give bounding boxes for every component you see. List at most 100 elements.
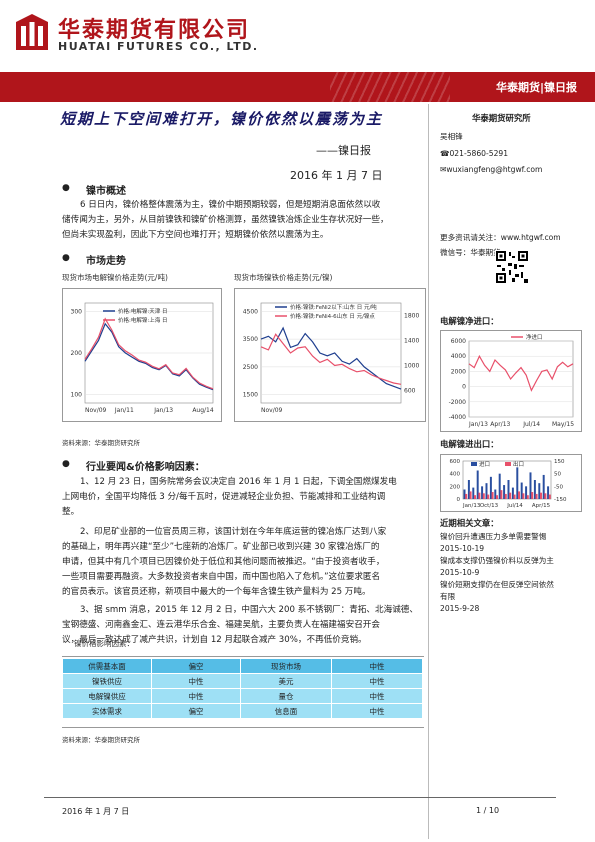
table-cell: 中性 — [331, 673, 423, 689]
plot-area — [260, 302, 402, 404]
qr-code-icon — [495, 250, 529, 284]
table-cell: 中性 — [331, 688, 423, 704]
bar-import — [463, 489, 466, 499]
bar-import — [520, 482, 523, 499]
x-tick-label: Jan/13 — [153, 407, 173, 414]
bar-export — [474, 495, 476, 499]
chart3-box: -4000 -2000 0 2000 4000 6000 Jan/13 Apr/13 Jul/1… — [440, 330, 582, 432]
bar-import — [489, 476, 492, 499]
related-article-link[interactable]: 镍价短期支撑仍在但反弹空间依然有限 — [440, 580, 554, 601]
chart2-svg: 1500 2500 3500 4500 600 1000 1400 1800 Nov/09 价格:… — [243, 302, 419, 414]
x-tick-label: May/15 — [552, 421, 574, 428]
related-articles-list: 镍价回升遭遇压力多单需要警惕 2015-10-19 镍成本支撑仍强镍价料以反弹为… — [440, 531, 560, 615]
y-right-tick-label: 1800 — [404, 313, 419, 320]
company-name-en: HUATAI FUTURES CO., LTD. — [58, 40, 259, 53]
related-articles-title: 近期相关文章： — [440, 518, 499, 528]
analyst-name: 吴相锋 — [440, 132, 463, 141]
paragraph-line: 的基础上，明年再兴建“至少”七座新的冶炼厂。矿业部已收到兴建 30 家镍冶炼厂的 — [62, 542, 380, 552]
bar-import — [529, 472, 532, 499]
section-overview-text: 6 日日内，镍价格整体震荡为主，镍价中期预期较弱，但是短期消息面依然以收 储传闻… — [62, 198, 389, 243]
table-bottom-rule — [62, 727, 424, 728]
related-article-link[interactable]: 镍成本支撑仍强镍价料以反弹为主 — [440, 556, 554, 565]
legend-label: 出口 — [513, 460, 524, 468]
bar-import — [542, 474, 545, 499]
table-row: 实体需求 偏空 信息面 中性 — [62, 703, 423, 719]
y-tick-label: 4000 — [451, 353, 466, 360]
bar-import — [547, 486, 550, 499]
table-cell: 量仓 — [240, 688, 332, 704]
legend-label: 价格:镍铁:FeNi4-6山东 日 元/镍点 — [290, 312, 375, 320]
related-article-link[interactable]: 镍价回升遭遇压力多单需要警惕 — [440, 532, 547, 541]
table-source: 资料来源：华泰期货研究所 — [62, 736, 140, 744]
bullet-icon: ● — [62, 253, 70, 263]
y-tick-label: 300 — [71, 308, 83, 315]
bar-import — [511, 487, 514, 499]
paragraph-line: 的官员表示。该官员还称，新项目中最大的一个每年含镍生铁产量料为 25 万吨。 — [62, 587, 371, 597]
news-paragraph-1: 1、12 月 23 日，国务院常务会议决定自 2016 年 1 月 1 日起，下… — [62, 475, 397, 520]
company-logo — [14, 12, 50, 52]
table-row: 镍铁供应 中性 美元 中性 — [62, 673, 423, 689]
bar-import — [472, 487, 475, 499]
website-link[interactable]: 更多资讯请关注：www.htgwf.com — [440, 233, 561, 242]
x-tick-label: Apr/15 — [532, 503, 551, 509]
y-tick-label: 2500 — [243, 364, 258, 371]
related-article-date: 2015-10-9 — [440, 568, 480, 577]
legend-swatch — [471, 462, 477, 466]
table-cell: 中性 — [151, 688, 241, 704]
x-tick-label: Jan/13 — [468, 421, 488, 428]
y-right-tick-label: 50 — [554, 472, 561, 478]
chart2-title: 现货市场镍铁价格走势(元/镍) — [234, 273, 333, 282]
paragraph-line: 但尚未实现盈利，因此下方空间也难打开；短期镍价依然以震荡为主。 — [62, 230, 329, 240]
paragraph-line: 议，最后一致达成了减产共识，计划自 12 月起联合减产 30%，不再低价竞销。 — [62, 635, 367, 645]
bar-import — [533, 480, 536, 499]
plot-area — [468, 340, 574, 418]
bar-export — [496, 495, 498, 499]
plot-area — [462, 460, 552, 500]
footer-rule — [44, 797, 556, 798]
report-title: 短期上下空间难打开，镍价依然以震荡为主 — [60, 110, 384, 128]
y-tick-label: 0 — [457, 497, 461, 503]
wechat-id: 微信号：华泰期货 — [440, 248, 501, 257]
bar-export — [478, 492, 481, 499]
section-overview-heading: 镍市概述 — [86, 186, 126, 197]
bar-export — [482, 493, 485, 499]
report-date: 2016 年 1 月 7 日 — [290, 169, 383, 182]
table-cell: 偏空 — [151, 703, 241, 719]
chart2-box: 1500 2500 3500 4500 600 1000 1400 1800 Nov/09 价格:… — [234, 288, 426, 422]
bar-import — [498, 473, 501, 499]
related-article-date: 2015-10-19 — [440, 544, 485, 553]
y-tick-label: 0 — [462, 384, 466, 391]
table-row: 电解镍供应 中性 量仓 中性 — [62, 688, 423, 704]
table-cell: 现货市场 — [240, 658, 332, 674]
company-name-cn: 华泰期货有限公司 — [58, 18, 251, 43]
y-right-tick-label: 150 — [554, 459, 565, 465]
x-tick-label: Apr/13 — [490, 421, 510, 428]
legend-label: 净进口 — [526, 333, 543, 341]
legend-swatch — [505, 462, 511, 466]
import-chart-title: 电解镍净进口： — [440, 316, 499, 326]
banner-title: 华泰期货|镍日报 — [495, 81, 577, 94]
bullet-icon: ● — [62, 459, 70, 469]
bar-export — [491, 492, 494, 499]
chart1-title: 现货市场电解镍价格走势(元/吨) — [62, 273, 168, 282]
table-cell: 供需基本面 — [62, 658, 152, 674]
table-cell: 中性 — [331, 658, 423, 674]
bar-export — [487, 494, 490, 499]
y-right-tick-label: -50 — [554, 484, 563, 490]
y-tick-label: 100 — [71, 392, 83, 399]
series-line-2 — [260, 333, 402, 385]
bar-export — [531, 492, 534, 499]
x-tick-label: Nov/09 — [85, 407, 107, 414]
chart4-box: 0 200 400 600 -150 -50 50 150 Jan/13 Oct/13 Jul/14… — [440, 454, 582, 512]
analyst-email[interactable]: ✉wuxiangfeng@htgwf.com — [440, 165, 543, 174]
bar-export — [465, 493, 468, 499]
paragraph-line: 宝钢德盛、河南鑫金汇、连云港华乐合金、福建吴航，主要负责人在福建福安召开会 — [62, 620, 380, 630]
y-right-tick-label: 1000 — [404, 363, 419, 370]
bar-import — [485, 483, 488, 499]
banner-stripes — [330, 72, 450, 102]
footer-date: 2016 年 1 月 7 日 — [62, 807, 130, 816]
bar-import — [507, 480, 510, 499]
y-tick-label: -2000 — [449, 399, 467, 406]
table-row: 供需基本面 偏空 现货市场 中性 — [62, 658, 423, 674]
table-cell: 中性 — [331, 703, 423, 719]
